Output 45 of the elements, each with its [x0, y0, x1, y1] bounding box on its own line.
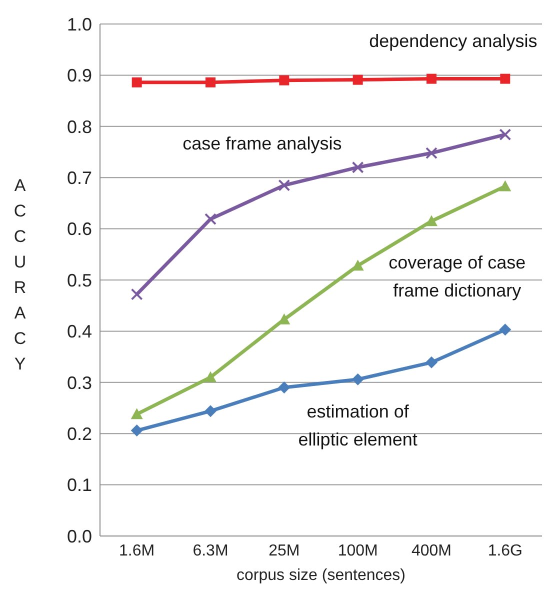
x-tick-label: 25M	[268, 542, 300, 560]
series-label: estimation of elliptic element	[298, 401, 418, 450]
y-tick-label: 1.0	[66, 14, 92, 34]
y-tick-label: 0.4	[66, 322, 92, 342]
point	[130, 424, 143, 437]
x-tick-label: 1.6G	[488, 542, 523, 560]
point	[499, 324, 512, 336]
series-label: case frame analysis	[182, 133, 342, 154]
series-label: coverage of case frame dictionary	[388, 252, 526, 300]
y-axis-title: ACCURACY	[14, 176, 26, 374]
point	[130, 408, 143, 420]
point	[278, 179, 290, 192]
point	[130, 288, 143, 300]
point	[204, 371, 216, 382]
y-tick-label: 0.6	[66, 219, 92, 240]
x-tick-label: 6.3M	[192, 542, 228, 560]
point	[426, 356, 438, 368]
y-tick-label: 0.9	[66, 66, 92, 86]
point	[204, 213, 216, 226]
x-tick-label: 100M	[338, 542, 378, 560]
point	[132, 77, 142, 88]
x-axis-title: corpus size (sentences)	[236, 567, 406, 584]
y-tick-label: 0.8	[66, 116, 92, 137]
point	[499, 128, 512, 141]
point	[278, 382, 290, 394]
y-tick-label: 0.0	[66, 526, 92, 546]
point	[426, 74, 436, 84]
point	[206, 77, 216, 88]
point	[352, 74, 363, 85]
point	[499, 180, 512, 192]
x-tick-label: 400M	[411, 542, 452, 560]
y-tick-label: 0.1	[66, 475, 92, 496]
y-tick-label: 0.5	[66, 270, 92, 290]
y-tick-label: 0.7	[66, 168, 92, 188]
point	[352, 373, 364, 386]
point	[426, 215, 438, 226]
point	[426, 147, 438, 160]
point	[352, 161, 364, 174]
point	[500, 74, 510, 84]
y-tick-label: 0.2	[66, 424, 92, 444]
point	[204, 405, 216, 418]
y-tick-label: 0.3	[66, 372, 92, 393]
series-label: dependency analysis	[369, 30, 538, 51]
point	[279, 75, 290, 86]
x-tick-label: 1.6M	[119, 542, 155, 560]
